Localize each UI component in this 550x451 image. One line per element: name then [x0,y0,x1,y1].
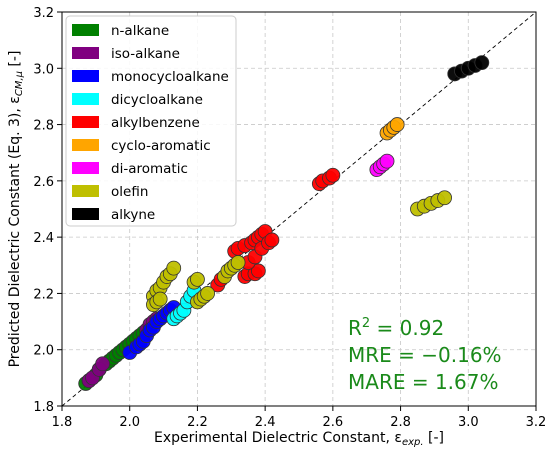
x-tick-label: 2.6 [323,415,344,430]
data-point [166,260,182,276]
legend-entry: monocycloalkane [72,69,229,85]
legend-label: alkylbenzene [111,115,200,131]
y-tick-label: 2.2 [33,287,54,302]
legend-entry: cyclo-aromatic [72,138,211,154]
x-tick-label: 2.4 [255,415,276,430]
legend-label: alkyne [111,207,155,223]
data-point [230,255,246,270]
x-tick-label: 3.0 [458,415,479,430]
legend-label: dicycloalkane [111,92,203,108]
series-olefin [146,190,452,313]
legend-swatch [72,47,99,59]
axis-ticks: 1.8 2.0 2.2 2.4 2.6 2.8 3.0 3.2 1.8 2.0 2.2 2.4 2.6 2… [33,6,546,430]
y-tick-label: 2.0 [33,344,54,359]
legend-entry: di-aromatic [72,161,188,177]
plot-frame [61,11,537,407]
legend-label: n-alkane [111,23,169,39]
data-point [474,55,490,71]
y-axis-label: Predicted Dielectric Constant (Eq. 3), ε… [7,51,25,368]
mare-text: MARE = 1.67% [348,370,498,394]
data-point [190,271,205,287]
legend-swatch [72,70,99,82]
legend-swatch [72,93,99,105]
x-tick-label: 1.8 [52,415,73,430]
legend: n-alkane iso-alkane monocycloalkane dicyclo… [65,15,237,227]
legend-swatch [72,185,99,197]
y-tick-label: 2.4 [33,231,54,246]
y-tick-label: 3.2 [33,6,54,21]
y-tick-label: 1.8 [33,400,54,415]
legend-entry: iso-alkane [72,46,180,62]
series-cyclo-aromatic [379,117,405,141]
legend-label: monocycloalkane [111,69,229,85]
legend-swatch [72,139,99,151]
legend-label: iso-alkane [111,46,180,62]
legend-label: di-aromatic [111,161,188,177]
legend-entry: alkylbenzene [72,115,200,131]
data-point [200,286,215,301]
legend-entry: alkyne [72,207,155,223]
legend-label: cyclo-aromatic [111,138,211,154]
r-squared-text: R2 = 0.92 [348,316,444,340]
x-axis-label: Experimental Dielectric Constant, εexp. … [154,430,444,448]
y-tick-label: 2.8 [33,119,54,134]
y-tick-label: 3.0 [33,62,54,77]
legend-entry: dicycloalkane [72,92,203,108]
data-point [95,356,111,372]
data-point [250,263,266,279]
legend-box [65,15,237,227]
statistics-annotation: R2 = 0.92 MRE = −0.16% MARE = 1.67% [348,316,502,394]
x-tick-label: 2.2 [187,415,208,430]
data-points [78,55,490,391]
data-point [264,232,280,248]
series-alkylbenzene [210,167,341,293]
legend-swatch [72,208,99,220]
data-point [379,153,395,169]
y-tick-label: 2.6 [33,175,54,190]
data-point [389,117,405,132]
x-tick-label: 2.0 [119,415,140,430]
legend-entry: n-alkane [72,23,169,39]
x-tick-label: 3.2 [526,415,547,430]
legend-label: olefin [111,184,148,200]
legend-swatch [72,24,99,36]
series-di-aromatic [369,153,395,178]
legend-swatch [72,116,99,128]
legend-swatch [72,162,99,174]
legend-entry: olefin [72,184,148,200]
data-point [325,167,341,183]
series-alkyne [447,55,490,82]
x-tick-label: 2.8 [390,415,411,430]
data-point [437,190,452,206]
data-point [152,291,168,307]
mre-text: MRE = −0.16% [348,343,502,367]
